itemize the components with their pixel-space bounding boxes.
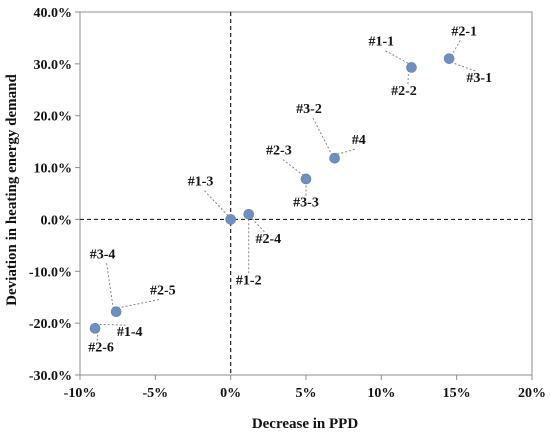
reference-lines	[80, 12, 532, 375]
data-point	[110, 306, 122, 318]
x-tick-label: 20%	[518, 386, 546, 401]
annotation-leader-line	[451, 40, 461, 55]
y-axis-title: Deviation in heating energy demand	[4, 74, 20, 306]
data-point	[443, 53, 455, 64]
annotation-label: #3-4	[90, 247, 116, 262]
annotation-label: #3-2	[296, 102, 322, 117]
x-tick-label: -10%	[64, 386, 97, 401]
y-tick-label: 10.0%	[34, 162, 73, 177]
annotation-label: #1-1	[368, 35, 394, 50]
x-tick-label: -5%	[142, 386, 168, 401]
y-tick-label: 30.0%	[34, 58, 73, 73]
annotation-label: #1-2	[236, 273, 262, 288]
annotation-label: #2-5	[150, 284, 176, 299]
data-points	[89, 53, 455, 334]
annotation-leader-line	[312, 117, 333, 155]
annotation-leader-line	[98, 323, 126, 326]
annotation-leaders	[96, 40, 476, 341]
y-tick-label: 40.0%	[34, 6, 73, 21]
annotation-label: #4	[352, 133, 366, 148]
annotation-leader-line	[96, 332, 99, 341]
annotation-label: #2-1	[451, 24, 477, 39]
annotation-leader-line	[251, 217, 265, 233]
annotation-label: #3-1	[466, 71, 492, 86]
annotation-labels: #1-1 #2-2 #2-1 #3-1 #3-2 #4 #2-3 #3-3 #1-3 #2-4 #1…	[88, 24, 492, 355]
annotation-leader-line	[337, 148, 355, 155]
data-point	[406, 62, 417, 73]
annotation-label: #2-2	[391, 84, 417, 99]
annotation-label: #1-3	[188, 175, 214, 190]
annotation-label: #2-3	[266, 144, 292, 159]
annotation-label: #2-4	[255, 232, 281, 247]
x-tick-label: 0%	[220, 386, 241, 401]
data-point	[225, 214, 236, 225]
annotation-leader-line	[204, 190, 228, 216]
x-axis-title: Decrease in PPD	[252, 416, 359, 432]
annotation-leader-line	[282, 159, 304, 176]
data-point	[329, 152, 340, 164]
x-tick-label: 15%	[443, 386, 471, 401]
axes-layer: -10% -5% 0% 5% 10% 15% 20% 40.0% 30.0% 20.0% 10.0%…	[29, 6, 546, 401]
data-point	[243, 208, 255, 220]
data-point	[89, 323, 101, 334]
annotation-leader-line	[451, 62, 476, 72]
data-point	[300, 173, 312, 185]
y-tick-label: -10.0%	[29, 265, 72, 280]
annotation-label: #3-3	[293, 195, 319, 210]
annotation-leader-line	[106, 263, 114, 308]
annotation-label: #1-4	[117, 325, 143, 340]
y-tick-label: 0.0%	[41, 213, 73, 228]
y-tick-label: -20.0%	[29, 317, 72, 332]
y-tick-label: 20.0%	[34, 110, 73, 125]
y-tick-label: -30.0%	[29, 369, 72, 384]
annotation-leader-line	[119, 299, 159, 309]
x-tick-label: 10%	[367, 386, 395, 401]
annotation-leader-line	[385, 50, 409, 64]
annotation-leader-line	[407, 71, 409, 84]
annotation-label: #2-6	[88, 341, 114, 356]
x-tick-label: 5%	[296, 386, 317, 401]
